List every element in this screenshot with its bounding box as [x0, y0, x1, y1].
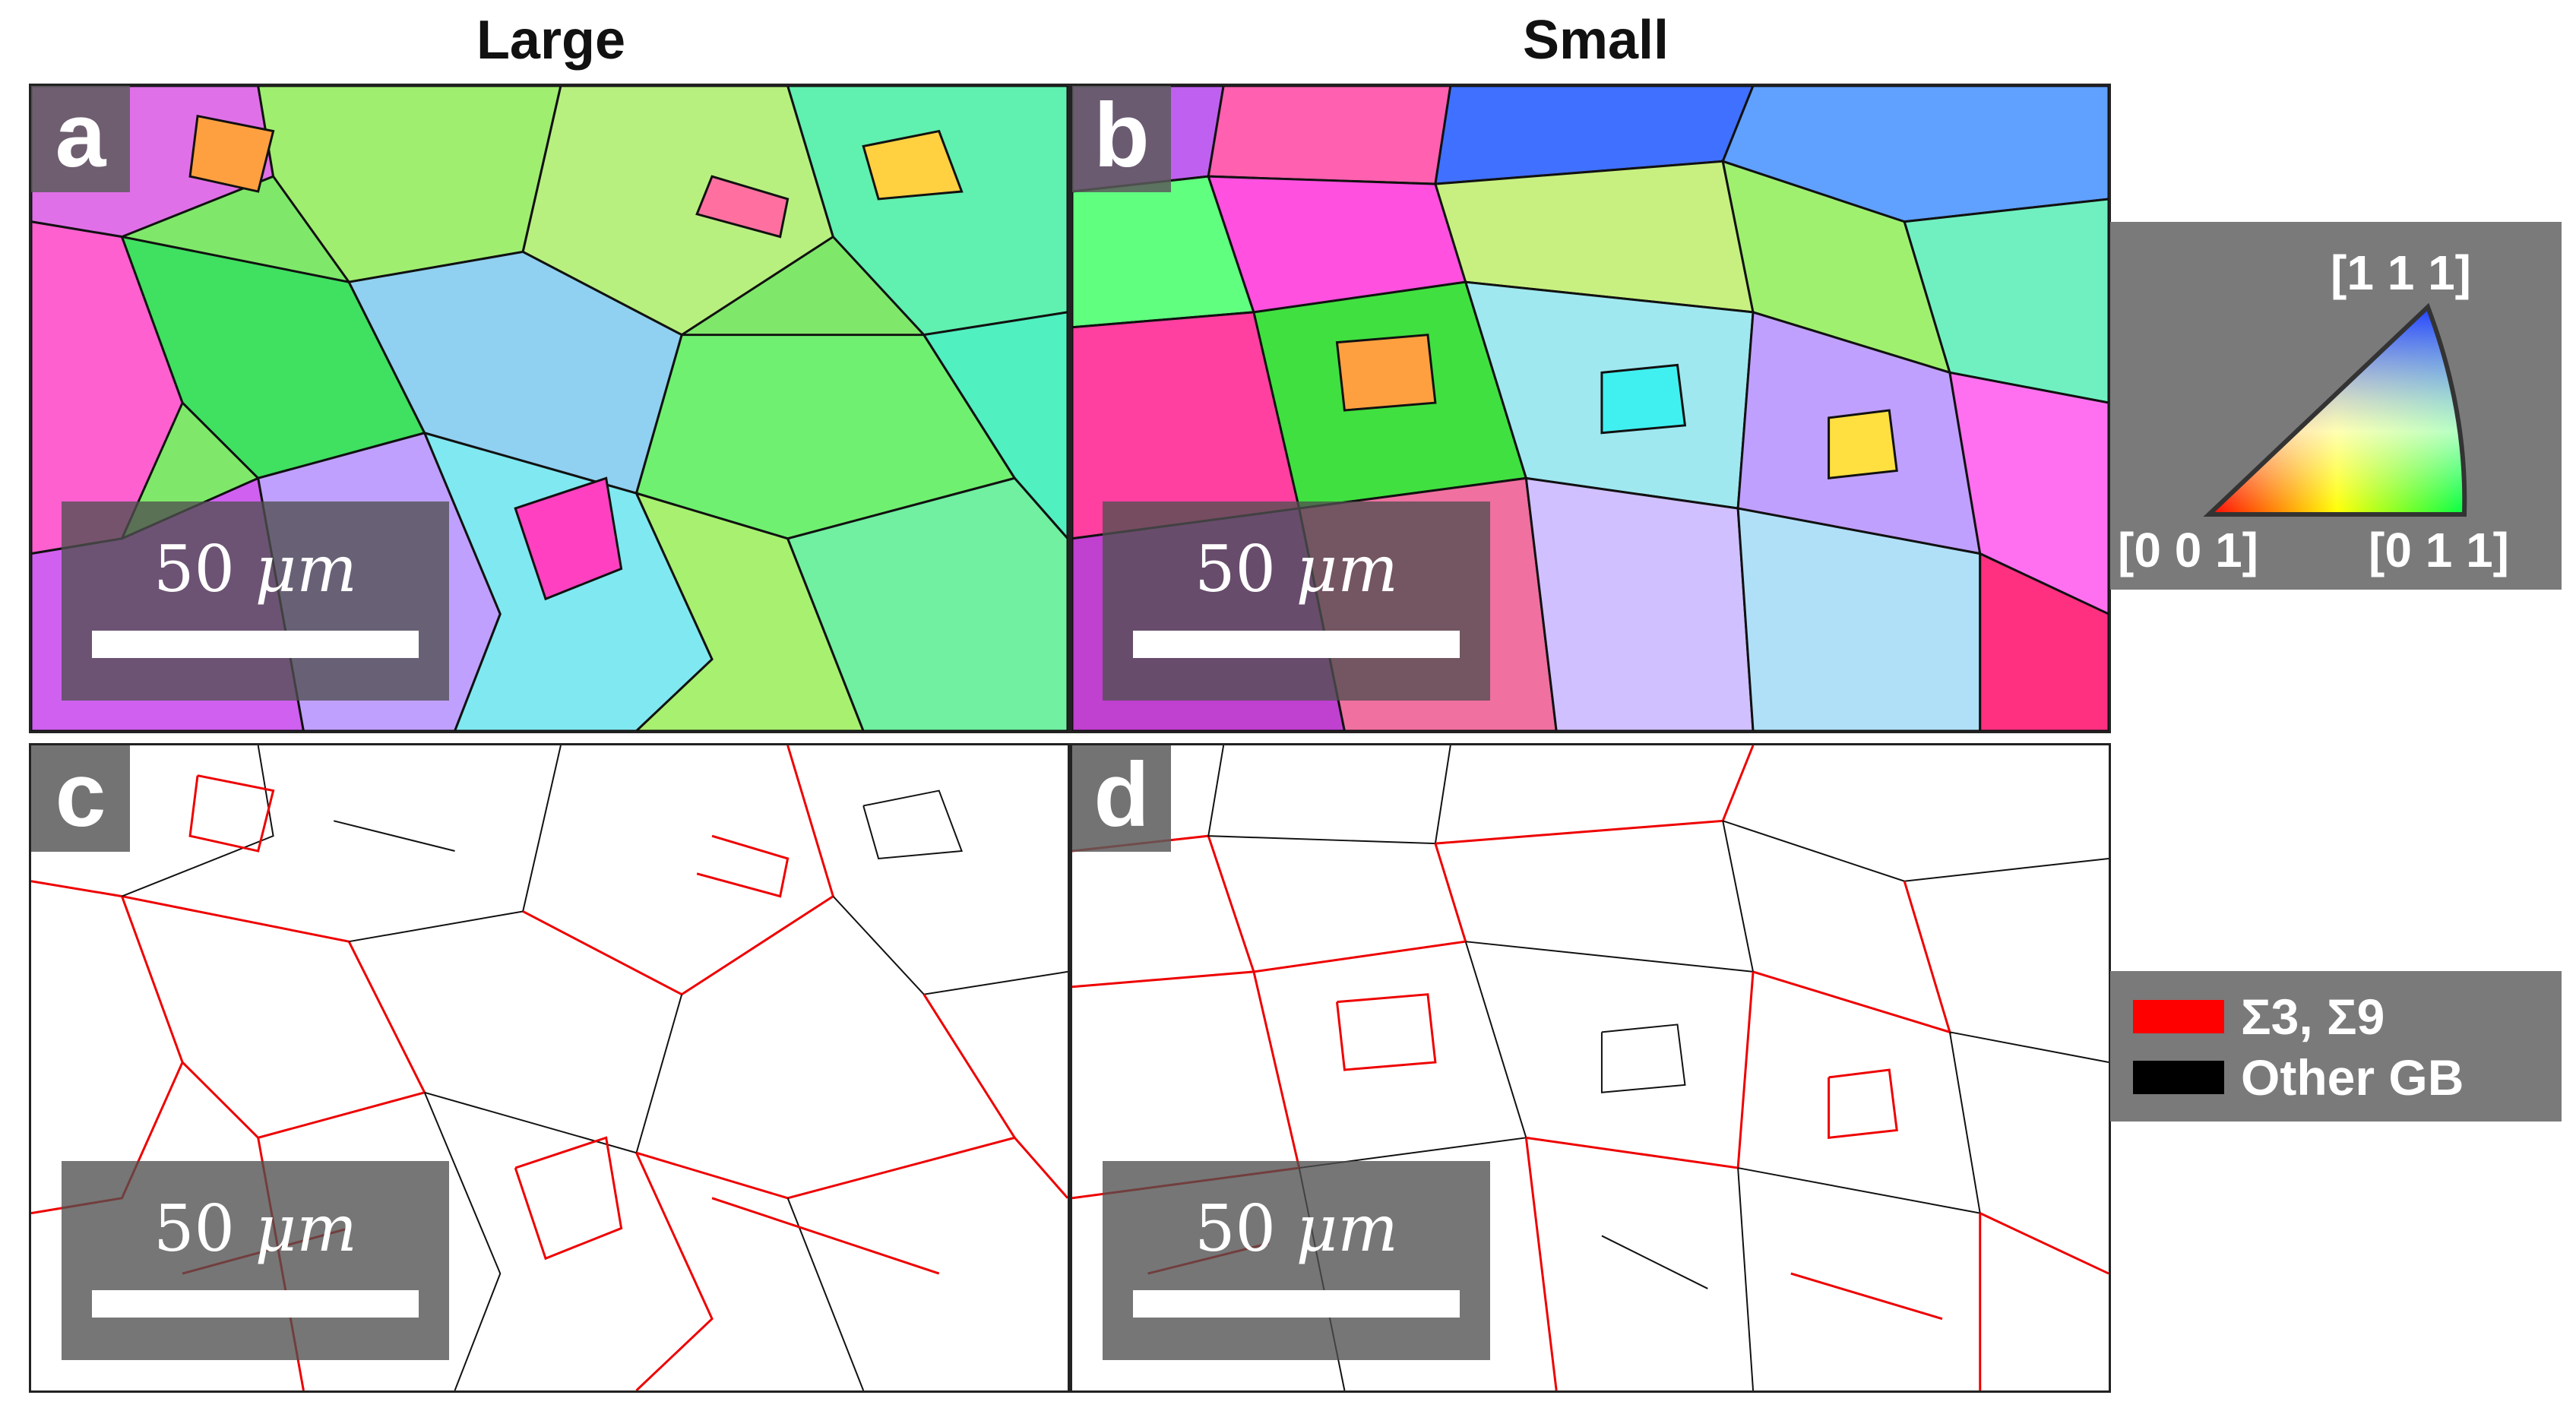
scale-bar-c: 50 μm [62, 1161, 449, 1360]
panel-b-orientation-map: b 50 μm [1070, 84, 2111, 733]
scale-bar-line-d [1133, 1290, 1460, 1318]
scale-bar-line-a [92, 631, 419, 658]
panel-label-b: b [1072, 86, 1171, 192]
ipf-label-111: [1 1 1] [2331, 245, 2471, 300]
panel-label-a: a [31, 86, 130, 192]
scale-bar-label-b: 50 μm [1195, 532, 1398, 606]
legend-label-other-gb: Other GB [2241, 1049, 2464, 1106]
scale-bar-label-d: 50 μm [1195, 1191, 1398, 1266]
ipf-triangle [2203, 302, 2467, 517]
scale-bar-d: 50 μm [1103, 1161, 1490, 1360]
panel-c-boundary-map: c 50 μm [29, 743, 1070, 1393]
panel-label-d: d [1072, 745, 1171, 852]
panel-label-c: c [31, 745, 130, 852]
ipf-color-key: [1 1 1] [0 0 1] [0 1 1] [2110, 222, 2562, 590]
scale-bar-line-b [1133, 631, 1460, 658]
column-title-large: Large [476, 10, 626, 71]
panel-a-orientation-map: a 50 μm [29, 84, 1070, 733]
scale-bar-label-c: 50 μm [153, 1191, 357, 1266]
legend-label-sigma: Σ3, Σ9 [2241, 989, 2385, 1045]
legend-item-other-gb: Other GB [2133, 1049, 2464, 1106]
legend-swatch-black [2133, 1061, 2224, 1094]
ipf-label-001: [0 0 1] [2118, 523, 2258, 577]
legend-item-sigma: Σ3, Σ9 [2133, 989, 2385, 1045]
boundary-legend: Σ3, Σ9 Other GB [2110, 971, 2562, 1122]
scale-bar-line-c [92, 1290, 419, 1318]
column-title-small: Small [1522, 10, 1669, 71]
ipf-label-011: [0 1 1] [2369, 523, 2509, 577]
scale-bar-label-a: 50 μm [153, 532, 357, 606]
legend-swatch-red [2133, 1000, 2224, 1033]
scale-bar-b: 50 μm [1103, 501, 1490, 701]
panel-d-boundary-map: d 50 μm [1070, 743, 2111, 1393]
scale-bar-a: 50 μm [62, 501, 449, 701]
